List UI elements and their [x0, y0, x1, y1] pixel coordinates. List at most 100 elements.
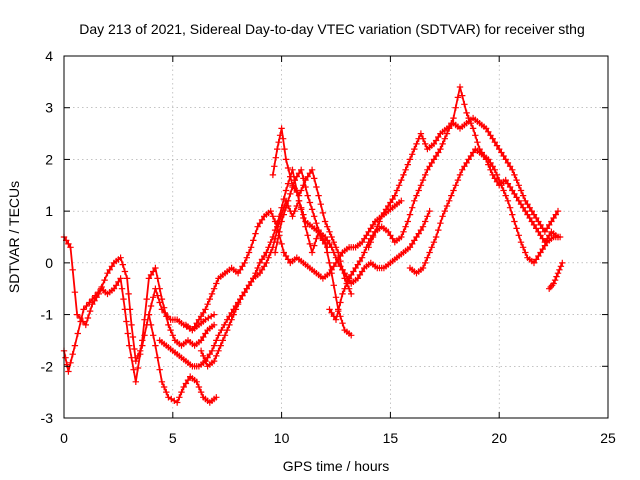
data-point: [506, 204, 514, 211]
data-point: [437, 220, 444, 227]
data-point: [289, 166, 296, 173]
data-point: [452, 104, 459, 111]
series-track-11: [546, 259, 566, 292]
data-point: [110, 285, 118, 292]
data-point: [237, 266, 244, 273]
data-point: [469, 125, 477, 132]
data-point: [152, 342, 159, 349]
data-point: [289, 213, 296, 220]
x-axis-label: GPS time / hours: [283, 458, 390, 474]
data-point: [330, 313, 337, 320]
data-point: [387, 232, 394, 239]
data-point: [554, 270, 562, 277]
y-tick-label: 2: [45, 151, 53, 167]
data-point: [298, 187, 305, 194]
data-point: [463, 159, 470, 167]
data-point: [557, 263, 565, 270]
data-point: [182, 380, 190, 387]
data-point: [504, 180, 512, 187]
data-point: [158, 295, 166, 303]
data-point: [409, 151, 416, 158]
data-point: [493, 171, 501, 179]
data-point: [426, 249, 433, 256]
data-point: [280, 211, 287, 218]
data-point: [337, 299, 344, 306]
data-point: [156, 366, 163, 373]
data-point: [176, 394, 183, 401]
data-point: [65, 240, 72, 248]
data-point: [293, 173, 300, 180]
data-point: [269, 233, 277, 241]
data-point: [252, 270, 259, 277]
data-point: [271, 249, 279, 256]
data-point: [197, 313, 205, 320]
data-point: [515, 197, 522, 204]
data-point: [535, 218, 542, 225]
data-point: [121, 268, 129, 275]
data-point: [62, 354, 69, 361]
data-point: [409, 240, 416, 248]
data-point: [452, 182, 459, 189]
data-point: [195, 316, 203, 323]
data-point: [293, 202, 300, 210]
data-point: [115, 278, 122, 285]
data-point: [197, 337, 205, 344]
data-point: [271, 226, 279, 234]
data-point: [226, 321, 233, 329]
data-point: [298, 166, 305, 173]
data-point: [280, 195, 287, 203]
data-point: [358, 254, 366, 261]
data-point: [145, 311, 153, 318]
data-point: [398, 197, 405, 204]
data-point: [367, 225, 374, 232]
data-point: [163, 313, 170, 320]
data-point: [417, 130, 425, 137]
data-point: [306, 240, 314, 248]
data-point: [398, 176, 405, 184]
data-point: [482, 125, 490, 132]
data-point: [239, 292, 246, 299]
data-point: [154, 275, 161, 282]
series-line: [200, 168, 431, 368]
data-point: [120, 295, 127, 303]
data-point: [204, 301, 211, 308]
data-point: [317, 201, 324, 208]
data-point: [282, 187, 290, 194]
data-point: [513, 194, 520, 201]
data-point: [556, 233, 564, 241]
data-point: [71, 289, 79, 296]
data-point: [278, 218, 285, 225]
data-point: [365, 228, 372, 235]
data-point: [206, 295, 213, 303]
data-point: [274, 220, 281, 227]
data-point: [348, 271, 355, 279]
series-track-3: [145, 311, 220, 406]
data-point: [326, 259, 333, 267]
data-point: [389, 195, 396, 203]
data-point: [406, 211, 414, 218]
data-point: [422, 259, 429, 267]
data-point: [533, 256, 540, 263]
data-point: [435, 149, 442, 156]
data-point: [424, 213, 431, 220]
data-point: [118, 285, 126, 292]
data-point: [218, 326, 225, 334]
data-point: [250, 237, 257, 244]
data-point: [237, 295, 244, 303]
data-point: [258, 256, 266, 263]
data-point: [289, 183, 296, 191]
data-point: [263, 259, 270, 267]
data-point: [356, 271, 364, 279]
data-point: [195, 383, 203, 391]
data-point: [89, 295, 96, 303]
data-point: [80, 306, 87, 313]
data-point: [208, 347, 216, 354]
data-point: [404, 161, 411, 168]
data-point: [113, 282, 120, 289]
data-point: [278, 125, 285, 132]
data-point: [350, 268, 357, 275]
data-point: [302, 183, 309, 191]
data-point: [522, 249, 529, 256]
data-point: [372, 228, 379, 235]
data-point: [553, 273, 560, 280]
